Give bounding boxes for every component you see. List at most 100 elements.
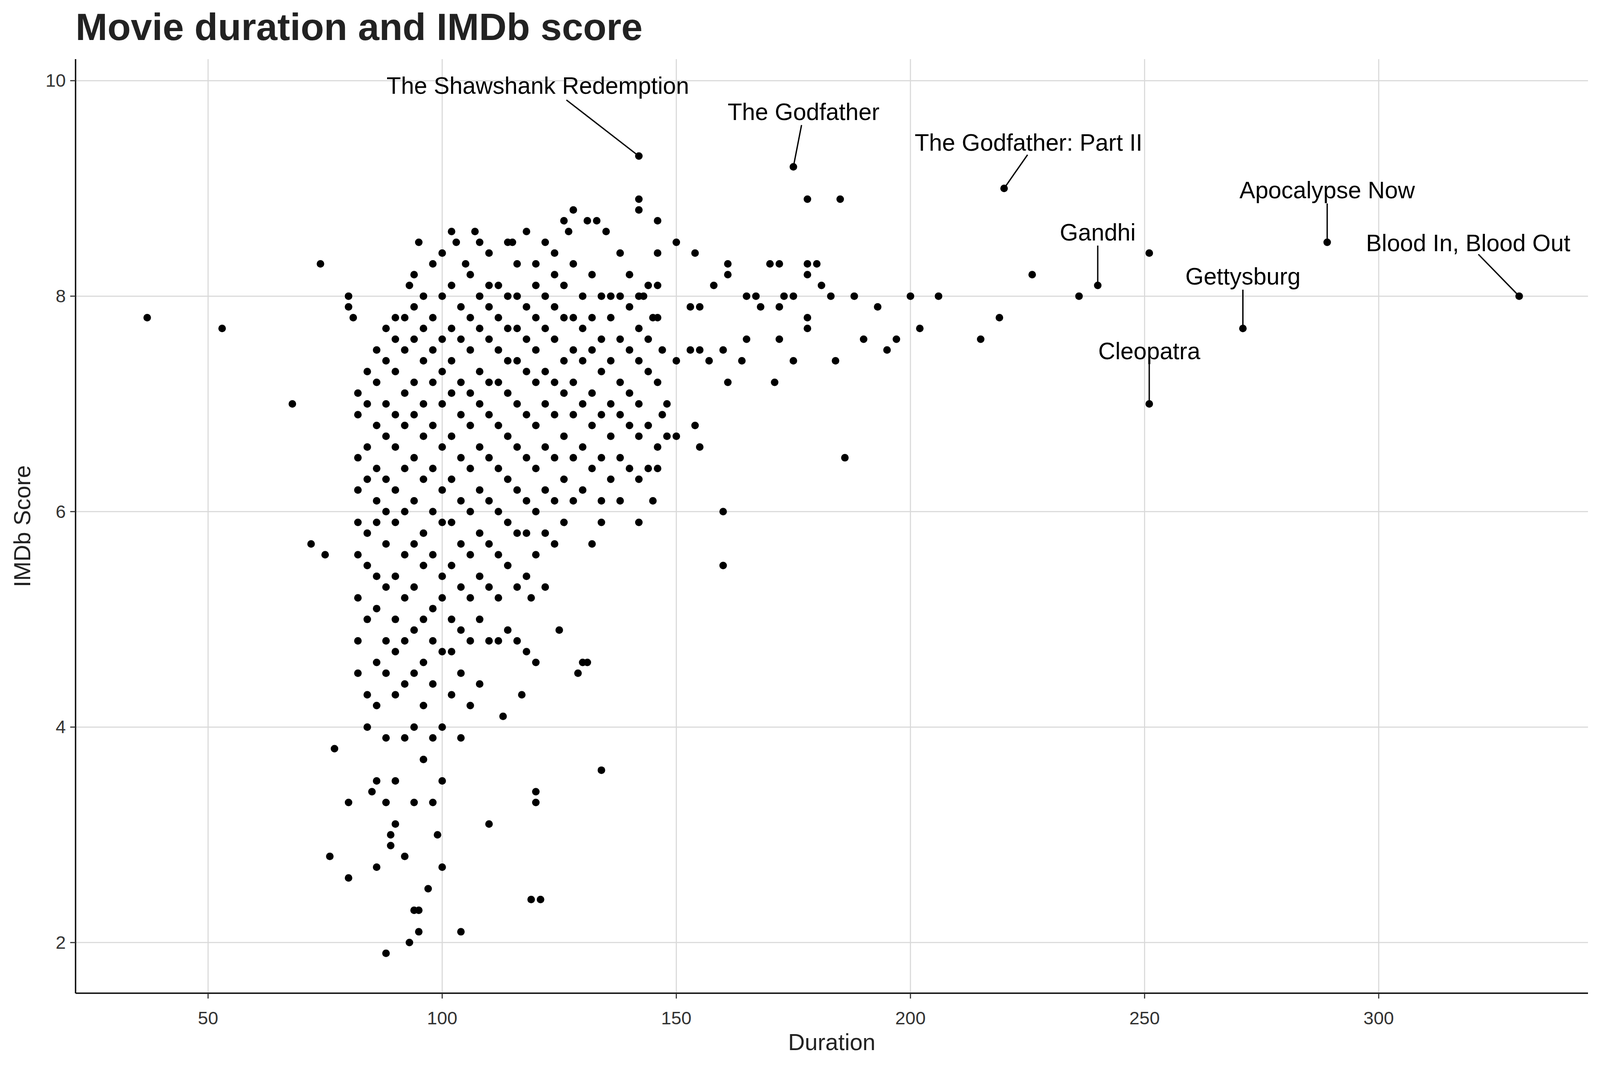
point bbox=[607, 313, 615, 322]
point bbox=[504, 626, 512, 634]
point bbox=[691, 249, 699, 257]
point bbox=[419, 701, 428, 709]
point bbox=[363, 443, 372, 451]
point bbox=[485, 453, 493, 462]
point bbox=[607, 475, 615, 484]
point bbox=[883, 346, 891, 354]
point bbox=[696, 346, 704, 354]
point bbox=[550, 249, 559, 257]
point bbox=[840, 453, 849, 462]
point bbox=[803, 260, 812, 268]
point bbox=[532, 346, 540, 354]
point bbox=[775, 260, 784, 268]
point bbox=[789, 356, 798, 365]
point bbox=[579, 324, 587, 332]
point bbox=[588, 389, 596, 397]
point bbox=[588, 270, 596, 279]
point bbox=[438, 723, 446, 731]
point bbox=[494, 313, 503, 322]
point bbox=[344, 303, 353, 311]
point bbox=[644, 421, 652, 429]
point bbox=[438, 863, 446, 871]
point bbox=[349, 313, 357, 322]
point bbox=[410, 626, 418, 634]
annotation-leader bbox=[1478, 254, 1520, 296]
point bbox=[724, 270, 732, 279]
point bbox=[466, 421, 475, 429]
point bbox=[363, 475, 372, 484]
point bbox=[541, 529, 549, 537]
point bbox=[588, 540, 596, 548]
point bbox=[400, 507, 409, 516]
point bbox=[452, 238, 460, 246]
point bbox=[696, 443, 704, 451]
point bbox=[532, 658, 540, 667]
point bbox=[541, 238, 549, 246]
point bbox=[635, 475, 643, 484]
point bbox=[812, 260, 821, 268]
annotations: The Shawshank RedemptionThe GodfatherThe… bbox=[386, 72, 1571, 404]
point bbox=[541, 443, 549, 451]
point bbox=[803, 313, 812, 322]
x-tick bbox=[441, 992, 444, 999]
point bbox=[560, 389, 568, 397]
point bbox=[550, 540, 559, 548]
point bbox=[532, 281, 540, 289]
annotation-label: The Godfather: Part II bbox=[914, 129, 1143, 156]
point bbox=[485, 335, 493, 344]
point bbox=[438, 249, 446, 257]
point bbox=[934, 292, 943, 300]
point bbox=[550, 496, 559, 505]
point bbox=[485, 378, 493, 386]
point bbox=[372, 658, 381, 667]
grid-line-y bbox=[75, 511, 1588, 513]
point bbox=[574, 669, 582, 677]
x-tick-label: 250 bbox=[1129, 1007, 1160, 1028]
point bbox=[424, 884, 432, 892]
point bbox=[438, 367, 446, 376]
point bbox=[466, 313, 475, 322]
x-tick-label: 150 bbox=[661, 1007, 692, 1028]
point bbox=[382, 583, 390, 591]
x-tick bbox=[1378, 992, 1380, 999]
point bbox=[616, 249, 624, 257]
point bbox=[428, 260, 437, 268]
point bbox=[391, 335, 400, 344]
point bbox=[466, 507, 475, 516]
point bbox=[569, 410, 577, 419]
point bbox=[344, 873, 353, 882]
point bbox=[588, 346, 596, 354]
point bbox=[532, 798, 540, 807]
point bbox=[372, 776, 381, 785]
point bbox=[448, 389, 456, 397]
point bbox=[536, 895, 545, 904]
point bbox=[635, 400, 643, 408]
y-tick-label: 2 bbox=[55, 932, 66, 953]
point bbox=[672, 356, 680, 365]
point bbox=[550, 410, 559, 419]
point bbox=[476, 324, 484, 332]
point bbox=[457, 669, 465, 677]
point bbox=[527, 593, 536, 602]
point bbox=[616, 496, 624, 505]
point bbox=[831, 356, 840, 365]
point bbox=[555, 626, 564, 634]
point bbox=[522, 410, 531, 419]
point bbox=[400, 421, 409, 429]
point bbox=[780, 292, 788, 300]
point bbox=[625, 421, 634, 429]
point bbox=[564, 227, 573, 236]
grid bbox=[75, 59, 1588, 993]
point bbox=[494, 281, 503, 289]
point bbox=[457, 496, 465, 505]
point bbox=[719, 346, 728, 354]
annotation-leader bbox=[1326, 203, 1328, 243]
point bbox=[504, 238, 512, 246]
point bbox=[433, 830, 442, 839]
point bbox=[579, 400, 587, 408]
point bbox=[428, 421, 437, 429]
point bbox=[391, 690, 400, 699]
point bbox=[410, 270, 418, 279]
point bbox=[419, 324, 428, 332]
y-tick-label: 4 bbox=[55, 716, 66, 737]
